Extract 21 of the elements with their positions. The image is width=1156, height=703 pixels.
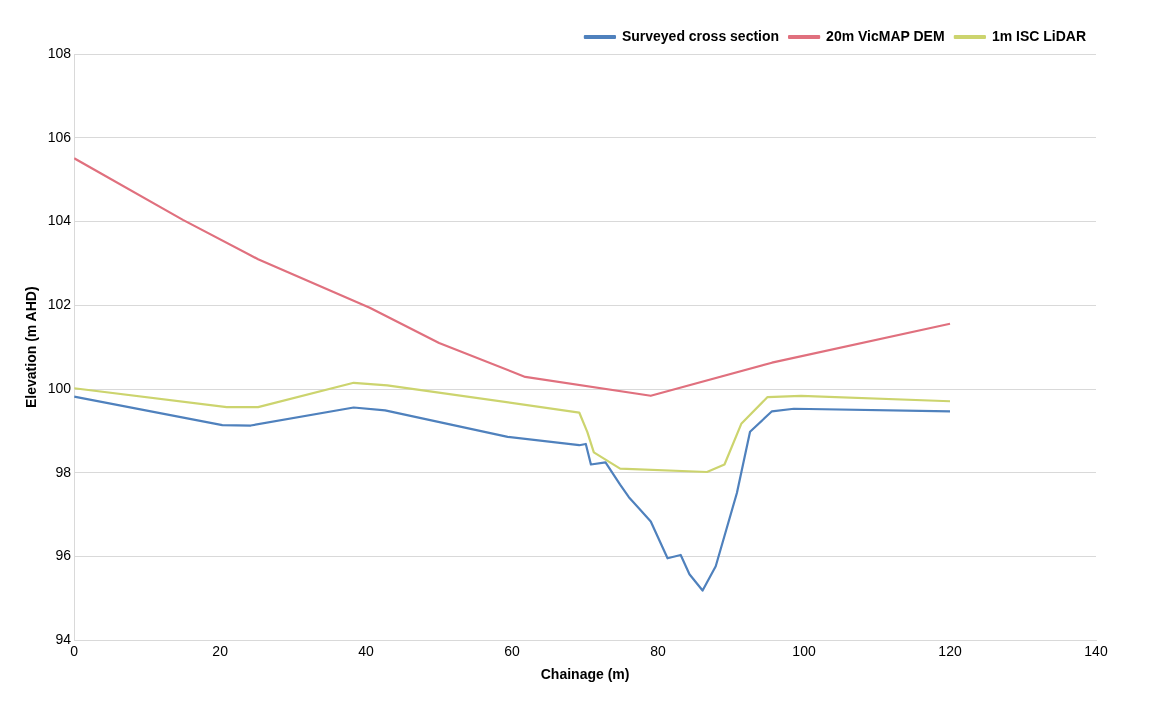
legend-label: Surveyed cross section bbox=[621, 27, 780, 44]
x-tick-label: 100 bbox=[792, 642, 816, 659]
legend-label: 1m ISC LiDAR bbox=[991, 27, 1086, 44]
x-tick-label: 0 bbox=[70, 642, 79, 659]
x-tick-label: 80 bbox=[650, 642, 667, 659]
y-tick-label: 104 bbox=[47, 212, 72, 229]
y-tick-label: 108 bbox=[47, 44, 72, 61]
y-tick-label: 106 bbox=[47, 128, 72, 145]
x-tick-label: 120 bbox=[938, 642, 962, 659]
y-tick-label: 94 bbox=[55, 631, 72, 648]
y-axis-title: Elevation (m AHD) bbox=[23, 286, 40, 408]
y-tick-label: 100 bbox=[47, 379, 72, 396]
y-tick-label: 102 bbox=[47, 296, 72, 313]
x-tick-label: 40 bbox=[358, 642, 375, 659]
x-tick-label: 140 bbox=[1084, 642, 1108, 659]
x-axis-title: Chainage (m) bbox=[540, 666, 630, 683]
y-tick-label: 98 bbox=[55, 463, 72, 480]
y-tick-label: 96 bbox=[55, 547, 72, 564]
x-tick-label: 60 bbox=[504, 642, 521, 659]
x-tick-label: 20 bbox=[212, 642, 229, 659]
legend-label: 20m VicMAP DEM bbox=[826, 27, 945, 44]
